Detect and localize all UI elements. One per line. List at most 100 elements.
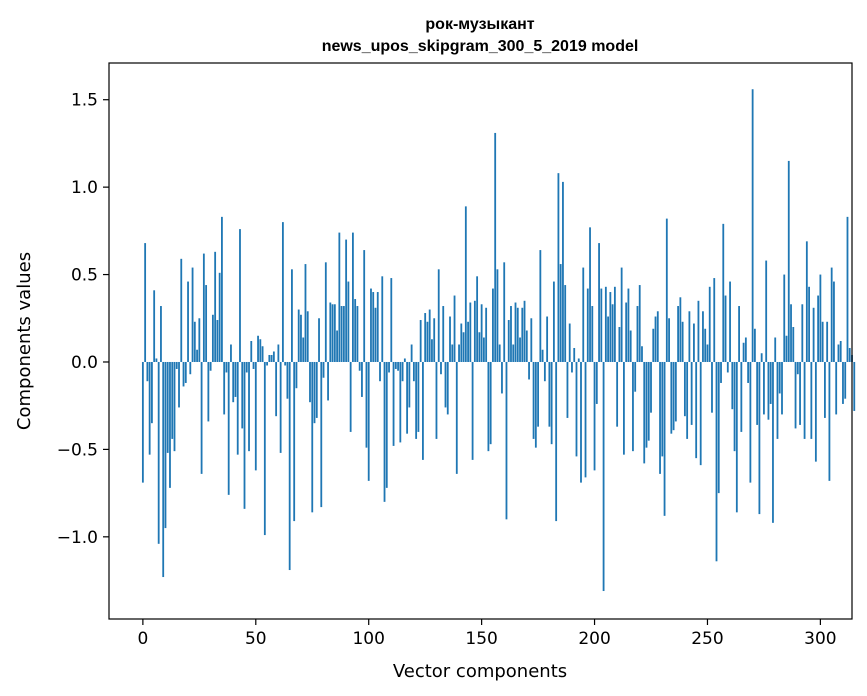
bar (327, 361, 329, 401)
bar (796, 361, 799, 375)
bar (647, 361, 650, 441)
bar (340, 306, 343, 362)
bar (169, 361, 171, 488)
bar (455, 361, 458, 474)
bar (263, 361, 266, 536)
bar (643, 361, 646, 464)
bar (431, 339, 433, 362)
bar (674, 361, 677, 422)
bar (821, 321, 824, 362)
bar (189, 361, 192, 375)
bar (584, 361, 587, 478)
bar (184, 361, 187, 383)
bar (311, 361, 314, 513)
bar (704, 328, 707, 362)
y-tick-label: −0.5 (57, 440, 98, 460)
bar (417, 361, 420, 432)
bar (178, 361, 180, 408)
bar (842, 361, 844, 404)
bar (722, 223, 725, 362)
bar (180, 258, 183, 362)
bar (790, 304, 792, 362)
bar (467, 321, 469, 362)
bar (313, 361, 316, 424)
bar (618, 327, 621, 362)
bar (814, 361, 817, 462)
bar (577, 358, 580, 362)
bar (697, 300, 700, 362)
bar (810, 361, 813, 439)
bar (193, 321, 196, 362)
bar (207, 361, 210, 422)
bar (602, 361, 605, 592)
bar (385, 361, 388, 488)
bar (390, 278, 393, 362)
bar (593, 361, 596, 471)
bar (424, 313, 427, 362)
bar (182, 361, 185, 387)
bar (202, 253, 205, 362)
bar (245, 361, 248, 373)
bar (257, 335, 259, 362)
bar (272, 351, 275, 362)
y-tick-label: 1.5 (71, 91, 98, 111)
bar (589, 227, 591, 362)
bar (433, 318, 436, 362)
bar (370, 288, 372, 362)
bar (828, 361, 831, 481)
bar (670, 361, 673, 434)
bar (252, 361, 255, 369)
bar (726, 361, 729, 373)
bar (471, 361, 474, 460)
bar (763, 361, 765, 415)
bar (331, 304, 334, 362)
bar (760, 353, 763, 362)
bar (731, 361, 734, 410)
bar (342, 306, 345, 362)
bar (266, 361, 268, 366)
bar (629, 330, 632, 362)
bar (254, 361, 257, 471)
bar (291, 269, 293, 362)
x-axis-label: Vector components (393, 661, 567, 682)
x-tick-label: 0 (137, 629, 148, 649)
bar (713, 278, 716, 362)
bar (803, 361, 806, 439)
bar (403, 358, 406, 362)
bar (347, 281, 350, 362)
bar (720, 361, 722, 383)
bar (243, 361, 246, 509)
bar (451, 344, 454, 362)
bar (785, 335, 788, 362)
bar (564, 285, 567, 362)
bar (358, 361, 361, 371)
bar (191, 267, 194, 362)
bar (248, 361, 250, 452)
bar (668, 318, 670, 362)
bar (652, 328, 655, 362)
bar (769, 361, 772, 404)
bar (277, 344, 280, 362)
bar (300, 314, 302, 362)
bar (211, 314, 214, 362)
bar (284, 361, 287, 366)
bar (498, 344, 501, 362)
bar (507, 320, 510, 362)
x-tick-label: 300 (804, 629, 836, 649)
bar (363, 250, 366, 362)
bar (394, 361, 397, 369)
bar (352, 232, 354, 362)
bar (304, 264, 307, 362)
bar (808, 286, 810, 362)
bar (354, 299, 357, 362)
bar (496, 269, 499, 362)
bar (582, 267, 585, 362)
x-tick-label: 200 (578, 629, 610, 649)
bar (221, 216, 223, 362)
bar (611, 304, 614, 362)
bar (650, 361, 652, 413)
x-axis-ticks: 0 50 100 150 200 250 300 (137, 619, 837, 649)
bar (492, 288, 494, 362)
bar (320, 361, 323, 508)
bar (679, 297, 682, 362)
